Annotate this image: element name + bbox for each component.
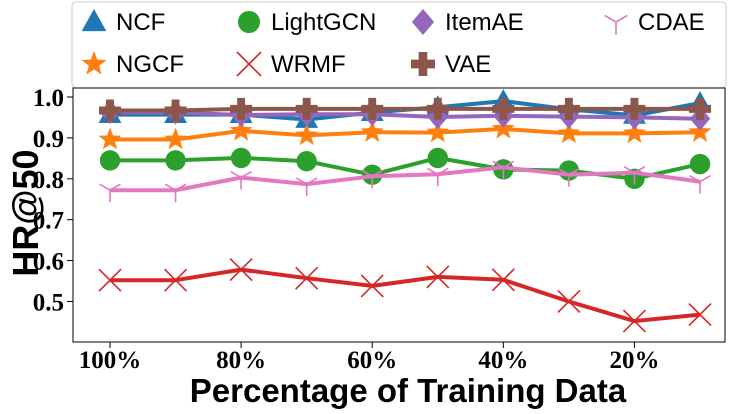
series-lightgcn bbox=[99, 147, 711, 189]
data-point-cdae bbox=[492, 160, 515, 180]
data-point-ngcf bbox=[164, 127, 187, 150]
data-point-cdae bbox=[558, 168, 580, 187]
data-point-wrmf bbox=[229, 258, 253, 282]
y-axis-title: HR@50 bbox=[5, 149, 46, 276]
data-point-lightgcn bbox=[230, 147, 252, 169]
series-line-vae bbox=[110, 106, 700, 113]
legend-label-itemae: ItemAE bbox=[445, 9, 524, 36]
data-point-ngcf bbox=[557, 121, 581, 144]
data-point-cdae bbox=[295, 177, 318, 197]
data-point-wrmf bbox=[426, 265, 450, 289]
tick-layer: 0.5 0.6 0.7 0.8 0.9 1.0 100% 80% 60% 40% 20% bbox=[33, 85, 660, 374]
data-point-ngcf bbox=[295, 123, 319, 146]
axes bbox=[72, 87, 726, 343]
data-point-lightgcn bbox=[427, 147, 448, 169]
data-point-wrmf bbox=[557, 289, 581, 314]
legend-label-ngcf: NGCF bbox=[116, 51, 184, 78]
data-point-vae bbox=[623, 97, 646, 120]
legend-marker-vae bbox=[411, 52, 435, 76]
data-point-lightgcn bbox=[165, 150, 186, 171]
legend-item-vae: VAE bbox=[411, 51, 491, 78]
y-tick-label: 0.7 bbox=[33, 208, 64, 235]
y-tick-label: 0.9 bbox=[33, 126, 64, 153]
legend-label-vae: VAE bbox=[445, 51, 491, 78]
series-cdae bbox=[99, 160, 711, 203]
data-point-cdae bbox=[99, 183, 121, 203]
legend-marker-lightgcn bbox=[237, 10, 261, 34]
data-point-vae bbox=[295, 97, 318, 120]
y-tick-label: 0.8 bbox=[33, 167, 64, 194]
data-point-ngcf bbox=[623, 121, 646, 144]
legend-marker-ngcf bbox=[81, 51, 107, 75]
x-tick-label: 20% bbox=[609, 347, 659, 374]
legend-item-ngcf: NGCF bbox=[81, 51, 184, 78]
data-point-wrmf bbox=[360, 274, 384, 298]
data-point-wrmf bbox=[622, 309, 647, 333]
legend-label-wrmf: WRMF bbox=[271, 51, 346, 78]
data-point-cdae bbox=[426, 167, 449, 187]
data-point-ngcf bbox=[688, 120, 712, 142]
series-layer bbox=[98, 89, 712, 333]
data-point-lightgcn bbox=[689, 153, 711, 175]
legend-item-cdae: CDAE bbox=[604, 9, 705, 36]
data-point-vae bbox=[99, 99, 121, 122]
plot-frame bbox=[72, 87, 726, 343]
data-point-lightgcn bbox=[296, 151, 317, 172]
legend-label-lightgcn: LightGCN bbox=[271, 9, 376, 36]
legend-marker-wrmf bbox=[236, 51, 262, 77]
data-point-wrmf bbox=[688, 302, 712, 327]
y-tick-label: 0.6 bbox=[33, 249, 64, 276]
data-point-vae bbox=[426, 97, 449, 120]
data-point-vae bbox=[492, 97, 515, 120]
data-point-wrmf bbox=[98, 268, 122, 292]
data-point-wrmf bbox=[295, 266, 319, 290]
data-point-vae bbox=[164, 99, 187, 122]
data-point-cdae bbox=[230, 170, 252, 190]
data-point-wrmf bbox=[491, 268, 515, 292]
legend: NCF LightGCN ItemAE CDAE NGCF WRMF VAE bbox=[71, 1, 727, 89]
legend-item-itemae: ItemAE bbox=[411, 9, 524, 36]
series-line-ngcf bbox=[110, 126, 701, 142]
legend-marker-cdae bbox=[604, 14, 628, 35]
data-point-vae bbox=[689, 97, 711, 120]
data-point-lightgcn bbox=[99, 150, 121, 171]
data-point-wrmf bbox=[163, 268, 188, 292]
data-point-cdae bbox=[689, 174, 711, 194]
data-point-cdae bbox=[623, 165, 646, 185]
legend-marker-ncf bbox=[81, 9, 107, 32]
series-vae bbox=[99, 97, 711, 122]
data-point-ngcf bbox=[360, 120, 384, 142]
series-line-cdae bbox=[110, 165, 701, 193]
legend-label-cdae: CDAE bbox=[638, 9, 705, 36]
x-tick-label: 80% bbox=[216, 347, 266, 374]
legend-item-wrmf: WRMF bbox=[236, 51, 346, 78]
data-point-vae bbox=[361, 97, 384, 120]
series-line-wrmf bbox=[110, 267, 701, 324]
data-point-vae bbox=[230, 97, 253, 120]
legend-item-lightgcn: LightGCN bbox=[237, 9, 376, 36]
legend-item-ncf: NCF bbox=[81, 9, 165, 36]
y-tick-label: 0.5 bbox=[33, 289, 64, 316]
series-wrmf bbox=[98, 258, 712, 333]
series-line-itemae bbox=[109, 110, 701, 121]
x-tick-label: 40% bbox=[478, 347, 528, 374]
data-point-ngcf bbox=[229, 118, 253, 141]
data-point-ngcf bbox=[98, 127, 122, 150]
y-tick-label: 1.0 bbox=[33, 85, 64, 112]
data-point-ngcf bbox=[426, 120, 450, 143]
data-point-cdae bbox=[361, 169, 384, 189]
legend-marker-itemae bbox=[411, 9, 435, 35]
legend-label-ncf: NCF bbox=[116, 9, 165, 36]
x-tick-label: 60% bbox=[347, 347, 397, 374]
data-point-cdae bbox=[164, 183, 187, 203]
series-ngcf bbox=[98, 116, 712, 150]
data-point-vae bbox=[557, 97, 580, 120]
x-axis-title: Percentage of Training Data bbox=[190, 372, 627, 409]
x-tick-label: 100% bbox=[79, 347, 142, 374]
